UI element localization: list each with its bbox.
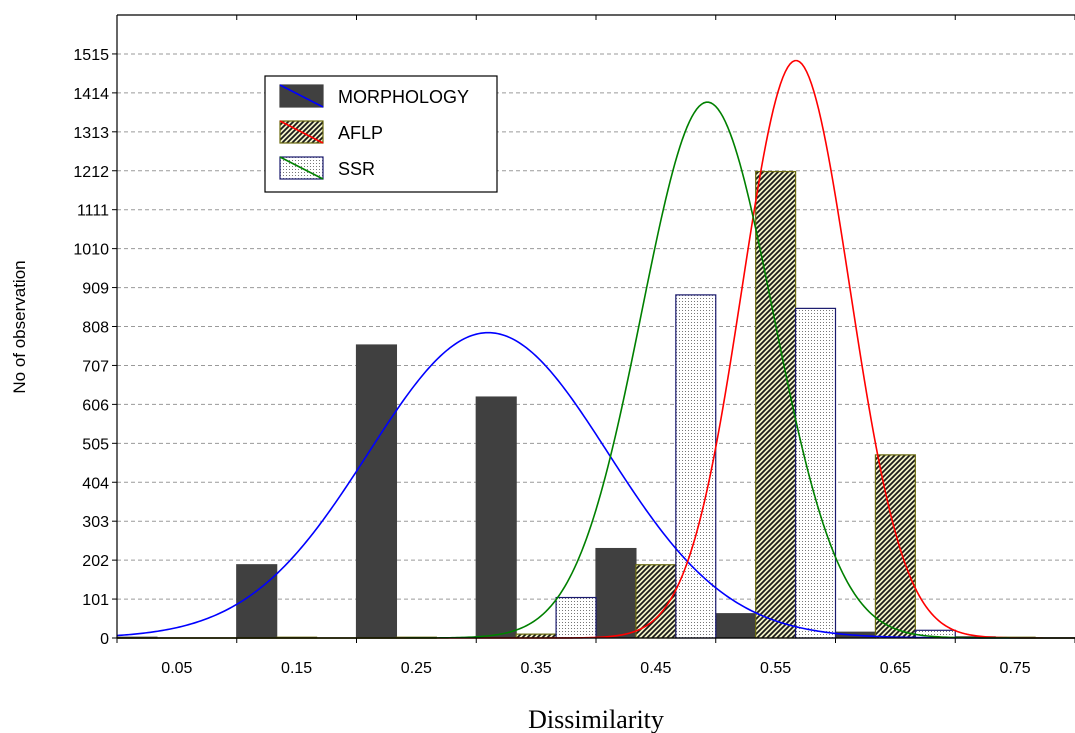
y-tick-label: 1010: [73, 242, 109, 259]
bar-morphology-1: [236, 564, 278, 639]
x-tick-label: 0.55: [760, 660, 791, 677]
x-axis-title: Dissimilarity: [528, 705, 664, 733]
y-tick-label: 505: [82, 436, 109, 453]
bar-morphology-4: [595, 547, 637, 639]
legend-line-morphology: [279, 84, 324, 108]
y-tick-label: 1212: [73, 164, 109, 181]
x-tick-label: 0.05: [161, 660, 192, 677]
y-tick-label: 0: [100, 631, 109, 648]
x-tick-label: 0.65: [880, 660, 911, 677]
x-tick-label: 0.15: [281, 660, 312, 677]
bar-ssr-3: [555, 596, 597, 639]
legend-line-ssr: [279, 156, 324, 180]
grid-lines: [117, 53, 1075, 600]
bar-ssr-4: [675, 294, 717, 639]
bar-ssr-5: [794, 307, 837, 639]
bar-morphology-3: [475, 396, 517, 639]
y-tick-label: 1414: [73, 86, 109, 103]
legend-label-ssr: SSR: [338, 159, 375, 179]
y-tick-label: 1515: [73, 47, 109, 64]
x-tick-label: 0.35: [521, 660, 552, 677]
y-tick-label: 808: [82, 320, 109, 337]
y-tick-label: 909: [82, 281, 109, 298]
y-tick-label: 303: [82, 514, 109, 531]
legend-label-morphology: MORPHOLOGY: [338, 87, 469, 107]
x-tick-label: 0.75: [1000, 660, 1031, 677]
tick-labels: 0 101 202 303 404 505 606 707 808 909 1010 1111 1212…: [73, 47, 1030, 677]
x-tick-label: 0.45: [640, 660, 671, 677]
y-tick-label: 707: [82, 358, 109, 375]
y-tick-label: 606: [82, 397, 109, 414]
legend: MORPHOLOGY AFLP SSR: [264, 75, 498, 193]
y-tick-label: 202: [82, 553, 109, 570]
bars: [116, 170, 1036, 639]
bar-aflp-6: [874, 454, 916, 639]
y-tick-label: 1111: [77, 203, 109, 220]
bar-morphology-5: [715, 613, 757, 639]
x-tick-label: 0.25: [401, 660, 432, 677]
y-axis-title: No of observation: [10, 260, 29, 393]
bar-aflp-5: [755, 170, 797, 639]
legend-label-aflp: AFLP: [338, 123, 383, 143]
y-tick-label: 101: [82, 592, 109, 609]
y-tick-label: 404: [82, 475, 109, 492]
axes: [112, 14, 1075, 643]
y-tick-label: 1313: [73, 125, 109, 142]
bar-morphology-2: [355, 344, 398, 639]
legend-line-aflp: [279, 120, 324, 144]
